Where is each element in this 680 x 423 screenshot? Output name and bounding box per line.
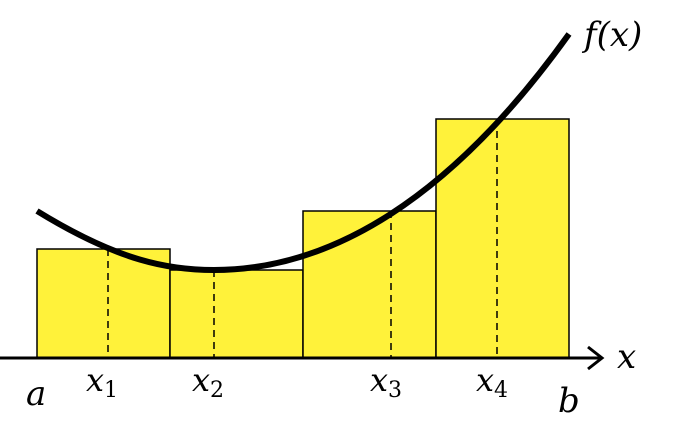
interval-start-label: a	[26, 374, 46, 414]
x-axis	[0, 345, 605, 371]
rectangle-3	[302, 210, 437, 359]
sample-label-x4: x4	[476, 361, 508, 403]
sample-label-x1: x1	[86, 361, 118, 403]
interval-end-label: b	[558, 381, 580, 421]
x-axis-arrowhead	[587, 345, 605, 371]
sample-label-x2: x2	[192, 361, 224, 403]
rectangle-1	[36, 248, 171, 359]
rectangle-2	[169, 269, 304, 359]
rectangle-4	[435, 118, 570, 359]
function-label: f(x)	[581, 15, 642, 55]
function-curve	[35, 32, 572, 274]
riemann-rectangles	[36, 118, 570, 359]
x-axis-label: x	[617, 337, 636, 377]
sample-label-x3: x3	[370, 361, 402, 403]
sample-point-guides	[107, 119, 498, 358]
